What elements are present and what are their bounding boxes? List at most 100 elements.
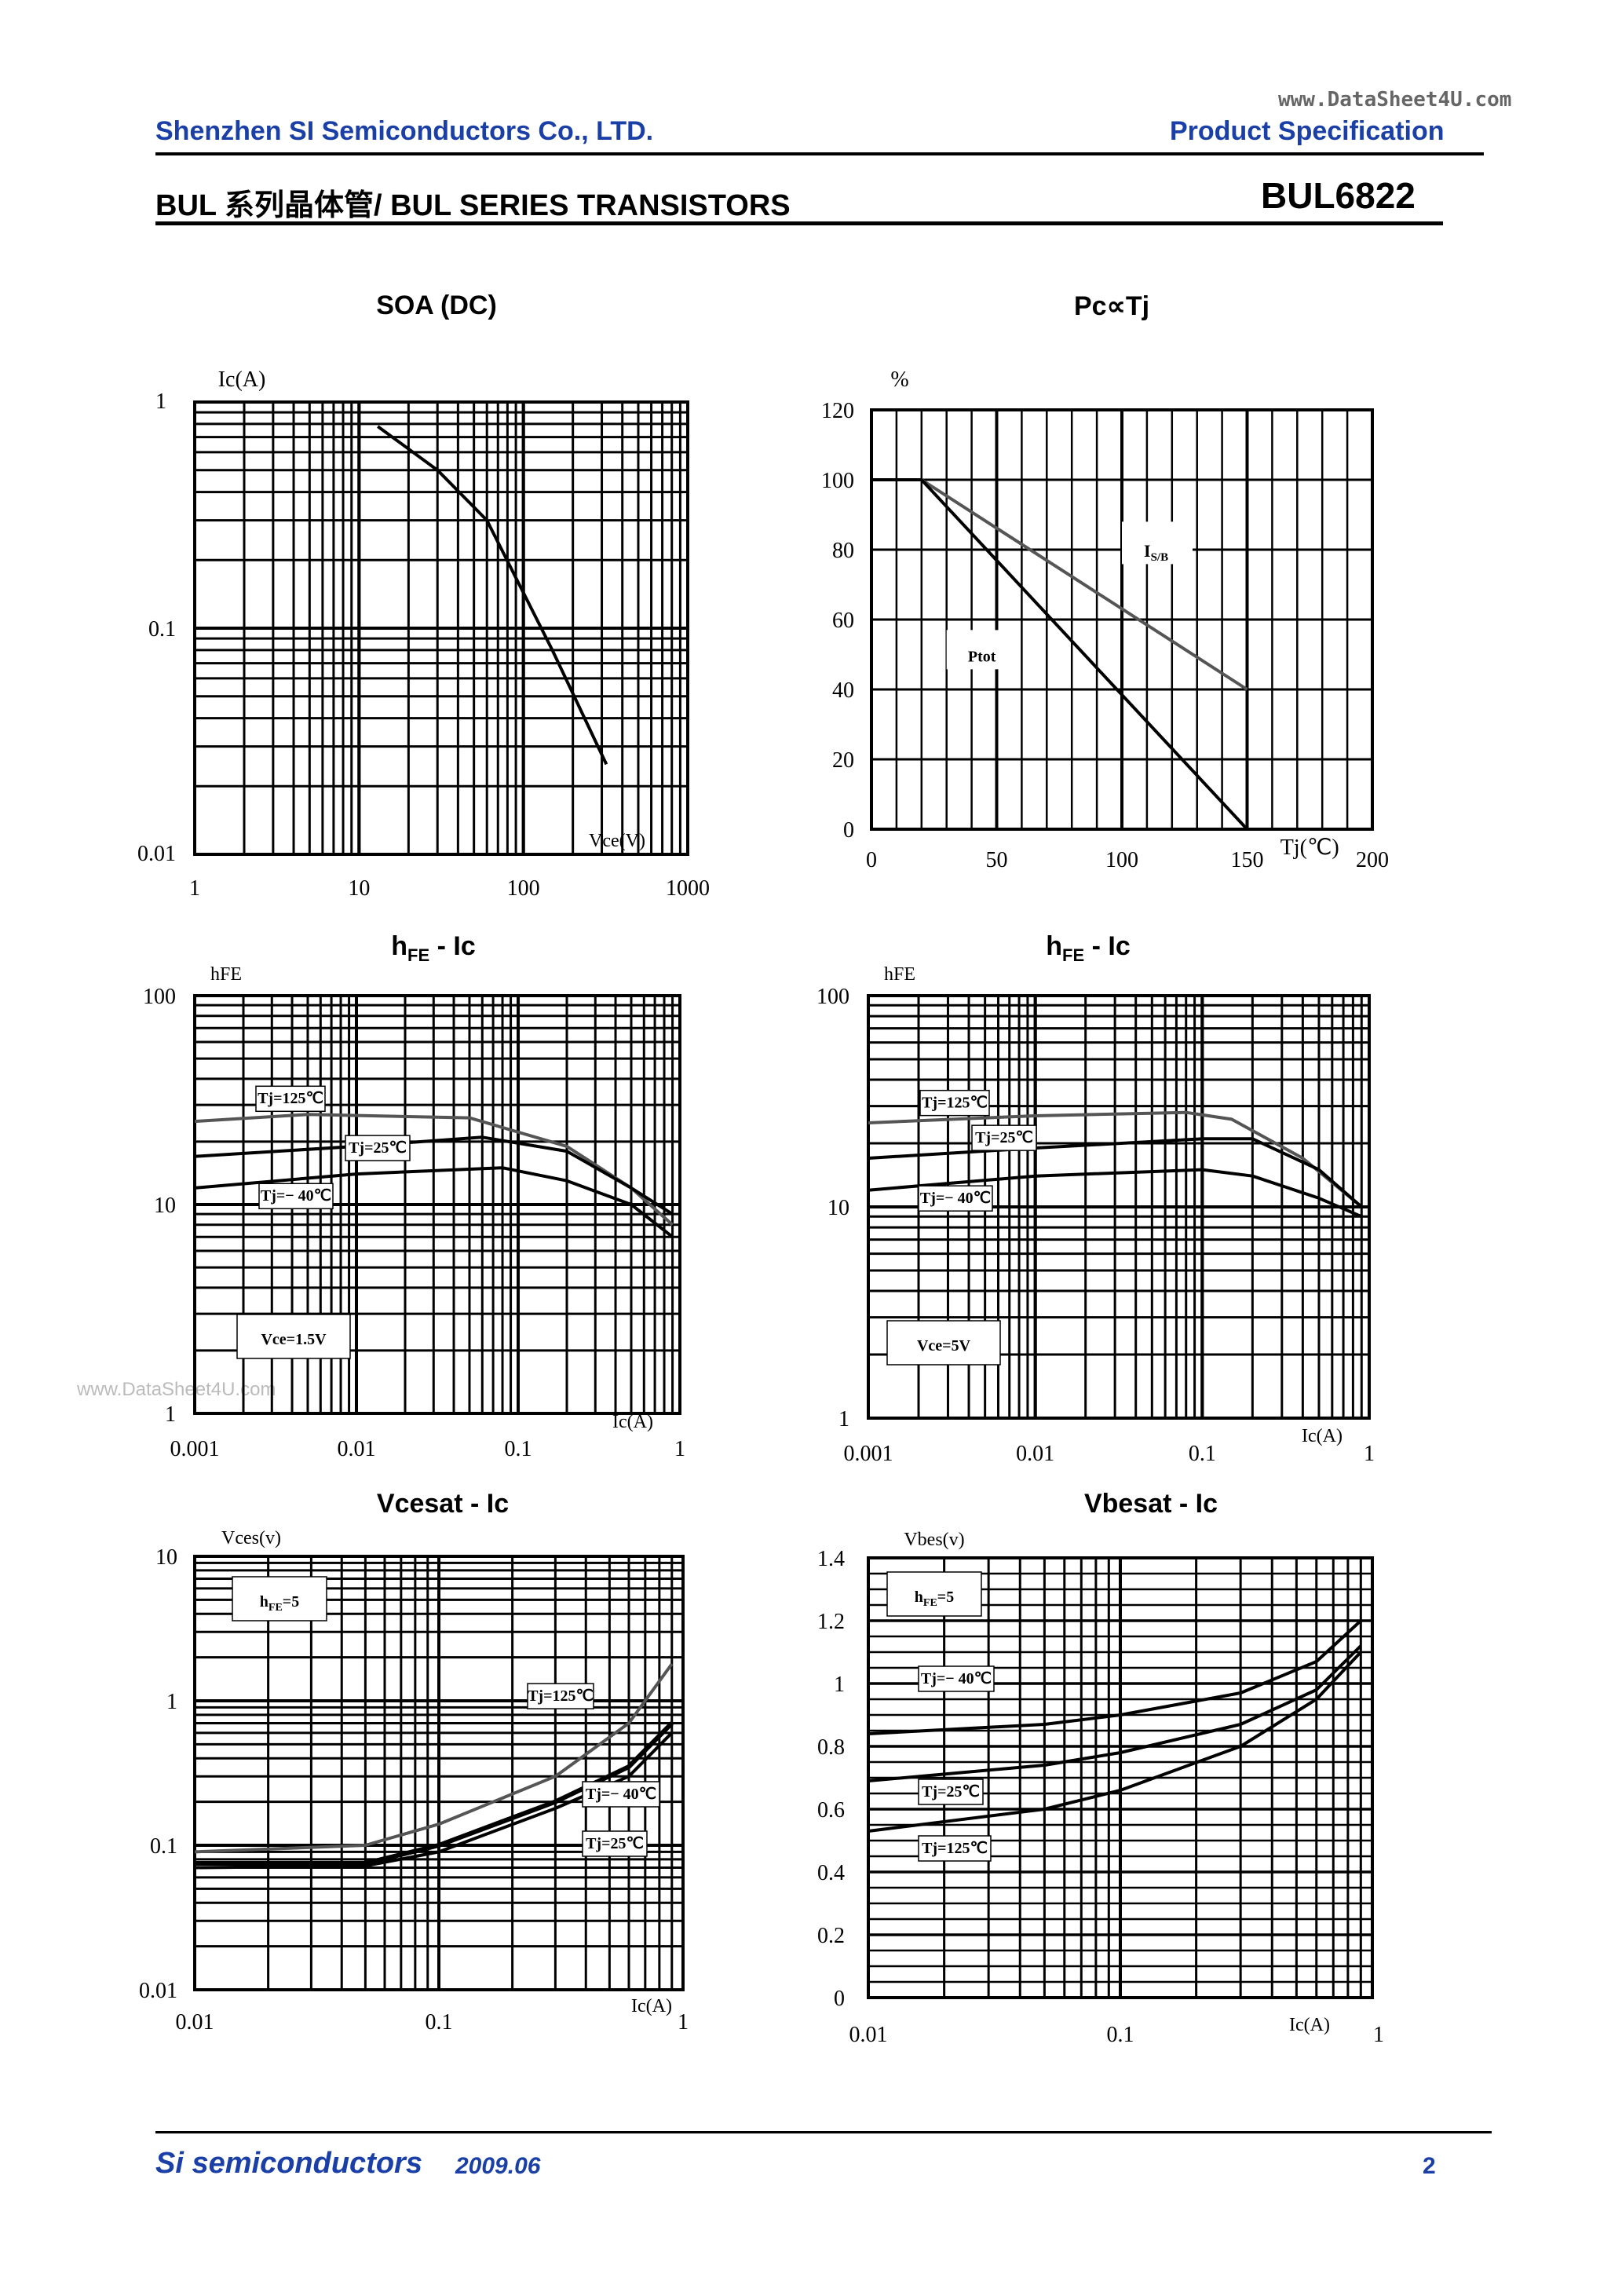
title-h: h bbox=[1046, 931, 1063, 961]
x-tick-label: 100 bbox=[1105, 848, 1138, 872]
x-tick-label: 1 bbox=[1364, 1442, 1375, 1466]
y-tick-label: 1 bbox=[834, 1673, 845, 1697]
curve-label-25: Tj=25℃ bbox=[975, 1129, 1033, 1146]
x-tick-label: 1 bbox=[189, 876, 200, 901]
ptot-curve bbox=[920, 478, 1248, 831]
vbe-curve-25 bbox=[868, 1644, 1362, 1782]
y-axis-label: Vbes(v) bbox=[904, 1530, 964, 1550]
y-tick-label: 0.4 bbox=[817, 1861, 845, 1885]
condition-label: hFE=5 bbox=[260, 1593, 299, 1614]
y-axis-label: hFE bbox=[884, 964, 915, 985]
y-tick-label: 120 bbox=[821, 399, 854, 423]
header-rule-1 bbox=[155, 152, 1484, 155]
x-tick-label: 1 bbox=[1373, 2023, 1384, 2047]
curve-label-25-box bbox=[345, 1135, 411, 1161]
curve-label-125: Tj=125℃ bbox=[922, 1840, 988, 1857]
y-tick-label: 0.2 bbox=[817, 1924, 845, 1948]
x-tick-label: 100 bbox=[507, 876, 540, 901]
y-tick-label: 0 bbox=[843, 818, 854, 843]
curve-label-n40: Tj=− 40℃ bbox=[921, 1670, 992, 1687]
x-tick-label: 0.1 bbox=[1189, 1442, 1216, 1466]
y-tick-label: 0.01 bbox=[139, 1979, 177, 2003]
curve-label-n40: Tj=− 40℃ bbox=[586, 1786, 656, 1803]
curve-label-n40-box bbox=[918, 1665, 995, 1692]
y-tick-label: 1.2 bbox=[817, 1610, 845, 1634]
condition-label-box bbox=[886, 1571, 982, 1617]
x-tick-label: 0.1 bbox=[426, 2010, 453, 2035]
curve-label-125: Tj=125℃ bbox=[528, 1687, 594, 1705]
y-tick-label: 10 bbox=[154, 1194, 176, 1218]
condition-label-rest: =5 bbox=[937, 1589, 954, 1606]
x-tick-label: 0.1 bbox=[505, 1437, 532, 1461]
title-sub: FE bbox=[1062, 945, 1085, 965]
x-tick-label: 1 bbox=[674, 1437, 685, 1461]
x-axis-label: Vce(V) bbox=[589, 831, 645, 851]
y-tick-label: 40 bbox=[832, 678, 854, 703]
condition-label: Vce=5V bbox=[917, 1337, 971, 1355]
y-tick-label: 100 bbox=[821, 469, 854, 493]
chart-title-pctj: Pc∝Tj bbox=[1073, 291, 1150, 321]
chart-title-vcesat: Vcesat - Ic bbox=[376, 1489, 510, 1519]
watermark-top: www.DataSheet4U.com bbox=[1278, 88, 1512, 112]
condition-label: Vce=1.5V bbox=[261, 1331, 327, 1348]
plot-frame bbox=[867, 994, 1371, 1420]
chart-title-hfe-15: hFE - Ic bbox=[198, 931, 669, 966]
curve-label-n40: Tj=− 40℃ bbox=[920, 1190, 991, 1207]
curve-label-125-box bbox=[255, 1085, 326, 1113]
x-tick-label: 10 bbox=[348, 876, 370, 901]
plot-frame bbox=[867, 1556, 1374, 1999]
curve-label-125: Tj=125℃ bbox=[922, 1094, 988, 1111]
curve-label-125: Tj=125℃ bbox=[258, 1090, 323, 1107]
condition-label-box bbox=[886, 1320, 1001, 1366]
footer-page: 2 bbox=[1423, 2153, 1436, 2179]
x-tick-label: 0.01 bbox=[176, 2010, 214, 2035]
x-tick-label: 50 bbox=[986, 848, 1008, 872]
y-tick-label: 0.6 bbox=[817, 1798, 845, 1823]
x-tick-label: 0.01 bbox=[849, 2023, 888, 2047]
curve-label-125-box bbox=[527, 1683, 594, 1709]
title-sub: FE bbox=[407, 945, 430, 965]
vbe-curve-n40 bbox=[868, 1619, 1362, 1735]
condition-label-box bbox=[232, 1576, 327, 1621]
plot-frame bbox=[193, 994, 681, 1415]
y-tick-label: 0.1 bbox=[148, 617, 176, 642]
condition-label-box bbox=[236, 1314, 351, 1359]
y-tick-label: 1 bbox=[155, 389, 166, 414]
title-rest: - Ic bbox=[429, 931, 476, 961]
y-tick-label: 100 bbox=[143, 985, 176, 1009]
y-axis-label: Vces(v) bbox=[221, 1528, 281, 1548]
y-axis-label: hFE bbox=[210, 964, 242, 985]
x-tick-label: 0.001 bbox=[844, 1442, 893, 1466]
y-tick-label: 1 bbox=[166, 1690, 177, 1714]
x-axis-label: Ic(A) bbox=[1289, 2015, 1330, 2035]
soa-curve bbox=[377, 425, 608, 766]
y-axis-label: Ic(A) bbox=[218, 367, 266, 392]
doc-type: Product Specification bbox=[1170, 116, 1445, 146]
curve-label-25-box bbox=[971, 1124, 1037, 1151]
x-tick-label: 1000 bbox=[666, 876, 710, 901]
y-axis-label: % bbox=[890, 367, 908, 392]
curve-label-125-box bbox=[918, 1835, 992, 1862]
curve-label-25-box bbox=[918, 1779, 984, 1805]
y-tick-label: 1.4 bbox=[817, 1547, 845, 1571]
part-number: BUL6822 bbox=[1261, 175, 1416, 216]
x-tick-label: 150 bbox=[1231, 848, 1264, 872]
footer-rule bbox=[155, 2131, 1492, 2133]
header-rule-2 bbox=[155, 221, 1443, 225]
plot-frame bbox=[193, 400, 689, 856]
x-axis-label: Tj(℃) bbox=[1280, 835, 1339, 860]
y-tick-label: 10 bbox=[155, 1545, 177, 1570]
y-tick-label: 0.1 bbox=[150, 1834, 177, 1859]
y-tick-label: 1 bbox=[165, 1402, 176, 1427]
hfe-curve-n40 bbox=[868, 1168, 1363, 1219]
curve-label-25-box bbox=[582, 1830, 648, 1857]
y-tick-label: 10 bbox=[827, 1196, 849, 1220]
footer-company: Si semiconductors bbox=[155, 2147, 422, 2180]
isb-label-bg bbox=[1122, 521, 1193, 565]
y-tick-label: 80 bbox=[832, 539, 854, 563]
chart-title-soa: SOA (DC) bbox=[376, 291, 497, 320]
isb-label-sub: S/B bbox=[1151, 551, 1169, 564]
ptot-label: Ptot bbox=[968, 648, 996, 665]
curve-label-n40-box bbox=[582, 1781, 660, 1808]
